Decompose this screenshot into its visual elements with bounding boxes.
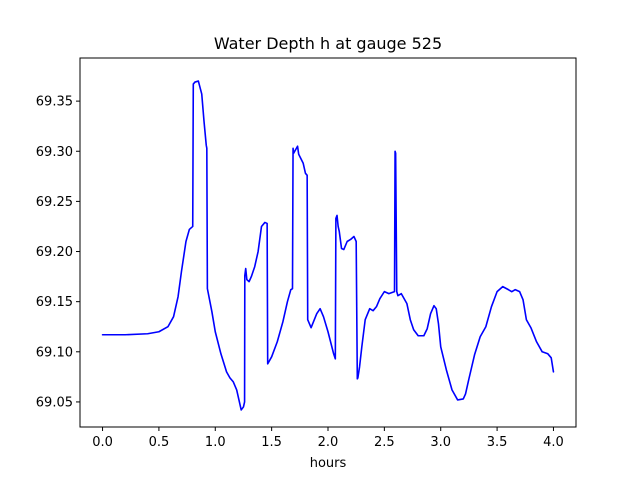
y-tick-label: 69.05	[36, 395, 73, 410]
series-line-0	[101, 80, 555, 411]
x-tick-label: 1.0	[205, 435, 226, 450]
x-tick-label: 2.0	[318, 435, 339, 450]
y-tick-label: 69.10	[36, 345, 73, 360]
x-axis: 0.0 0.5 1.0 1.5 2.0 2.5 3.0 3.5 4.0	[92, 427, 564, 450]
x-tick-label: 4.0	[543, 435, 564, 450]
x-tick-label: 1.5	[261, 435, 282, 450]
y-tick-label: 69.30	[36, 145, 73, 160]
x-tick-label: 0.5	[149, 435, 170, 450]
y-tick-label: 69.35	[36, 95, 73, 110]
chart-title: Water Depth h at gauge 525	[214, 34, 442, 53]
y-tick-label: 69.15	[36, 295, 73, 310]
x-tick-label: 3.0	[430, 435, 451, 450]
x-tick-label: 2.5	[374, 435, 395, 450]
x-axis-label: hours	[310, 456, 347, 471]
y-tick-label: 69.20	[36, 245, 73, 260]
y-tick-label: 69.25	[36, 195, 73, 210]
y-axis: 69.05 69.10 69.15 69.20 69.25 69.30 69.35	[36, 95, 80, 410]
plot-area	[101, 80, 555, 411]
x-tick-label: 3.5	[487, 435, 508, 450]
x-tick-label: 0.0	[92, 435, 113, 450]
